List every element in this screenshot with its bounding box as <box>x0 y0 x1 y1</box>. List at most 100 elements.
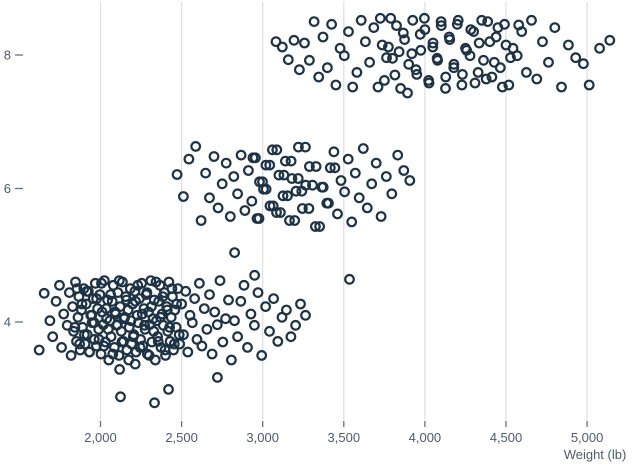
data-point <box>206 348 218 360</box>
data-point <box>146 336 158 348</box>
data-point <box>229 315 240 327</box>
data-point <box>258 183 269 195</box>
data-point <box>196 340 208 352</box>
data-point <box>193 277 205 289</box>
data-point <box>115 391 126 403</box>
data-point <box>276 41 288 53</box>
data-point <box>513 19 525 31</box>
data-point <box>392 149 404 161</box>
data-point <box>220 157 232 169</box>
data-point <box>80 298 92 310</box>
data-point <box>346 216 358 228</box>
data-point <box>484 36 496 48</box>
data-point <box>406 48 418 60</box>
data-point <box>145 275 157 287</box>
data-point <box>264 200 276 212</box>
data-point <box>168 338 180 350</box>
data-point <box>395 82 407 94</box>
data-point <box>379 74 390 86</box>
data-point <box>33 344 45 356</box>
data-point <box>248 319 260 331</box>
data-point <box>368 22 380 33</box>
data-point <box>303 203 315 214</box>
data-point <box>310 221 321 232</box>
data-point <box>56 342 67 353</box>
data-point <box>310 161 322 172</box>
data-point <box>389 69 401 81</box>
data-point <box>83 346 95 358</box>
data-point <box>67 301 78 313</box>
data-point <box>232 331 244 343</box>
data-point <box>264 325 275 337</box>
data-point <box>113 350 125 361</box>
data-point <box>285 155 297 167</box>
data-point <box>127 331 139 343</box>
data-point <box>212 202 224 214</box>
data-point <box>353 192 365 204</box>
data-point <box>160 350 171 361</box>
x-axis: 2,000 2,500 3,000 3,500 4,000 4,500 5,000 <box>84 421 603 445</box>
data-point <box>223 294 234 306</box>
data-point <box>469 77 481 89</box>
data-point <box>411 68 423 80</box>
data-point <box>385 12 397 24</box>
data-point <box>292 173 304 184</box>
data-point <box>476 14 488 26</box>
data-points <box>33 12 616 409</box>
data-point <box>381 52 392 64</box>
data-point <box>556 81 567 93</box>
data-point <box>570 52 582 64</box>
data-point <box>225 354 237 366</box>
data-point <box>200 167 212 179</box>
data-point <box>299 37 310 49</box>
y-tick-label: 8 <box>4 48 11 63</box>
data-point <box>180 285 192 297</box>
data-point <box>107 348 119 360</box>
data-point <box>98 275 110 287</box>
data-point <box>141 287 153 299</box>
data-point <box>290 319 302 331</box>
data-point <box>435 20 447 31</box>
x-tick-label: 4,500 <box>490 430 523 445</box>
data-point <box>304 161 315 172</box>
data-point <box>526 14 537 26</box>
x-tick-label: 3,500 <box>328 430 361 445</box>
data-point <box>232 188 244 200</box>
data-point <box>166 283 178 295</box>
data-point <box>252 287 264 299</box>
data-point <box>242 342 253 353</box>
data-point <box>272 336 284 347</box>
data-point <box>375 211 387 222</box>
data-point <box>189 293 201 305</box>
data-point <box>161 304 173 316</box>
data-point <box>88 317 100 329</box>
data-point <box>391 20 402 31</box>
data-point <box>211 372 223 383</box>
data-point <box>480 73 492 85</box>
data-point <box>549 22 561 33</box>
data-point <box>178 329 189 341</box>
data-point <box>134 342 146 353</box>
data-point <box>415 44 427 56</box>
data-point <box>282 190 293 202</box>
data-point <box>78 329 90 341</box>
data-point <box>74 338 85 350</box>
x-tick-label: 2,500 <box>165 430 198 445</box>
data-point <box>108 342 120 353</box>
data-point <box>183 153 195 165</box>
data-point <box>344 273 355 285</box>
data-point <box>537 36 548 48</box>
data-point <box>89 277 101 289</box>
data-point <box>451 18 463 30</box>
data-point <box>268 293 280 305</box>
data-point <box>376 39 388 51</box>
data-point <box>472 66 484 78</box>
data-point <box>169 304 181 316</box>
data-point <box>322 62 333 74</box>
data-point <box>216 178 228 190</box>
data-point <box>342 153 354 165</box>
data-point <box>440 82 451 94</box>
data-point <box>76 298 88 310</box>
data-point <box>443 31 455 43</box>
